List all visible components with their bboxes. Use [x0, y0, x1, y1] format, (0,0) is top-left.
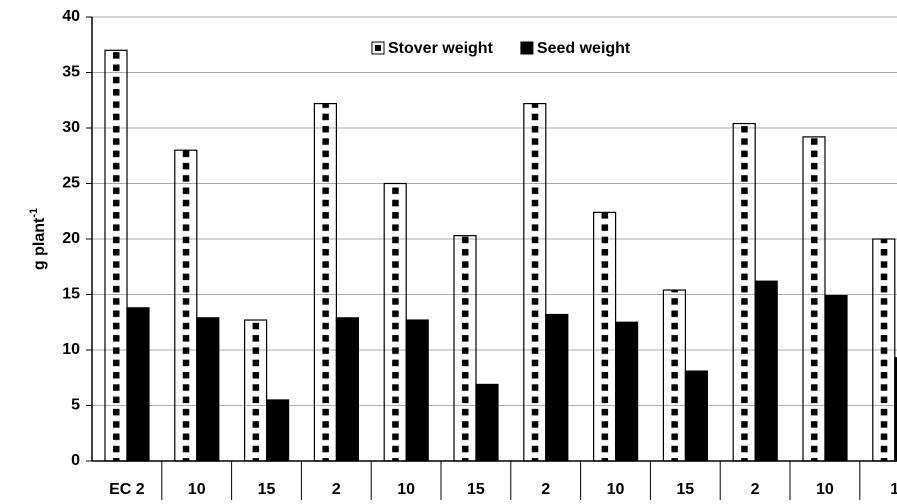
- y-tick-label: 0: [71, 452, 80, 469]
- bar: [824, 295, 848, 462]
- legend-label: Seed weight: [537, 40, 631, 57]
- bar: [196, 317, 220, 462]
- y-tick-label: 5: [71, 397, 80, 414]
- bar: [523, 102, 547, 462]
- x-tick-label: 15: [258, 481, 276, 498]
- bar: [592, 211, 617, 462]
- bar: [453, 235, 477, 462]
- x-tick-label: 10: [188, 481, 206, 498]
- x-tick-label: 2: [541, 481, 550, 498]
- y-tick-label: 35: [62, 64, 80, 81]
- bar: [872, 238, 896, 462]
- bar: [266, 399, 290, 462]
- bar: [335, 317, 359, 462]
- legend-swatch: [520, 41, 534, 55]
- bar: [614, 321, 639, 462]
- x-tick-label: 10: [607, 481, 625, 498]
- bar: [174, 149, 198, 462]
- y-tick-label: 25: [62, 175, 80, 192]
- y-label-main: g plant: [31, 217, 48, 270]
- x-tick-label: 15: [467, 481, 485, 498]
- legend-swatch-dot: [375, 45, 381, 51]
- x-tick-label: 10: [816, 481, 834, 498]
- legend-label: Stover weight: [388, 40, 494, 57]
- x-tick-label: EC 2: [109, 481, 145, 498]
- y-tick-label: 10: [62, 341, 80, 358]
- bar: [754, 280, 778, 462]
- y-tick-label: 40: [62, 8, 80, 25]
- y-tick-label: 15: [62, 286, 80, 303]
- x-tick-label: 2: [332, 481, 341, 498]
- bar: [545, 313, 569, 462]
- x-tick-label: 10: [397, 481, 415, 498]
- bar: [684, 370, 709, 462]
- bar: [894, 357, 897, 462]
- y-label-sup: -1: [28, 208, 40, 218]
- bar: [126, 307, 150, 462]
- y-axis-label: g plant-1: [28, 208, 48, 270]
- x-tick-label: 15: [676, 481, 694, 498]
- y-tick-label: 20: [62, 230, 80, 247]
- bar: [732, 122, 756, 462]
- bar: [662, 289, 687, 462]
- y-tick-label: 30: [62, 119, 80, 136]
- bar: [313, 102, 337, 462]
- bar: [104, 49, 128, 462]
- bar: [475, 383, 499, 462]
- bar: [383, 182, 407, 462]
- x-tick-label: 2: [751, 481, 760, 498]
- bar: [802, 136, 826, 462]
- bar: [405, 319, 429, 462]
- x-tick-label: 1: [890, 481, 897, 498]
- bar: [244, 319, 268, 462]
